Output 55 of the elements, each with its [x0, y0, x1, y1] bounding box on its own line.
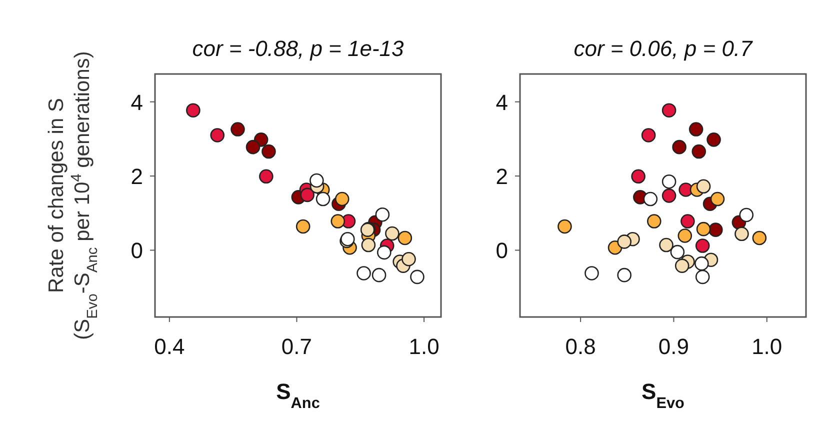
point — [710, 192, 725, 206]
point — [262, 144, 276, 159]
point — [695, 238, 710, 253]
y-tick-label: 0 — [130, 238, 143, 264]
point — [631, 169, 646, 184]
point — [210, 128, 225, 142]
x-tick-label: 0.4 — [154, 334, 185, 359]
y-tick-label: 2 — [130, 164, 143, 190]
y-tick-label: 4 — [130, 90, 143, 115]
point — [688, 122, 704, 136]
point — [647, 214, 662, 228]
point — [230, 122, 245, 136]
x-tick-label: 0.8 — [565, 334, 596, 359]
point — [617, 234, 632, 249]
x-axis-title: S$_{Evo}$ — [642, 379, 684, 412]
x-axis-title: S$_{Anc}$ — [276, 379, 320, 412]
point — [672, 140, 686, 154]
point — [692, 144, 706, 159]
point — [330, 214, 346, 228]
x-tick-label: 1.0 — [752, 334, 782, 359]
point — [680, 214, 695, 228]
point — [706, 132, 721, 147]
point — [752, 230, 767, 246]
point — [662, 188, 676, 203]
point — [246, 140, 260, 154]
x-tick-label: 0.7 — [281, 334, 312, 359]
x-tick-label: 0.9 — [658, 334, 690, 359]
point — [334, 192, 350, 206]
y-tick-label: 4 — [496, 90, 508, 115]
point — [641, 128, 656, 142]
y-tick-label: 2 — [496, 164, 508, 190]
y-tick-label: 0 — [496, 238, 508, 264]
chart-title: cor = -0.88, p = 1e-13 — [192, 36, 405, 61]
point — [402, 252, 416, 266]
point — [674, 258, 690, 273]
chart-title: cor = 0.06, p = 0.7 — [574, 36, 754, 61]
point — [398, 230, 412, 246]
point — [662, 103, 676, 118]
point — [734, 226, 749, 242]
point — [361, 238, 376, 252]
x-tick-label: 1.0 — [408, 334, 440, 359]
point — [296, 219, 310, 234]
point — [696, 179, 711, 194]
point — [300, 188, 314, 202]
point — [376, 245, 392, 260]
point — [558, 219, 572, 234]
point — [385, 226, 400, 241]
point — [316, 192, 330, 206]
point — [696, 222, 711, 236]
point — [678, 228, 692, 243]
point — [659, 238, 674, 252]
point — [310, 173, 324, 188]
point — [708, 222, 723, 237]
point — [259, 169, 274, 184]
point — [186, 103, 200, 118]
